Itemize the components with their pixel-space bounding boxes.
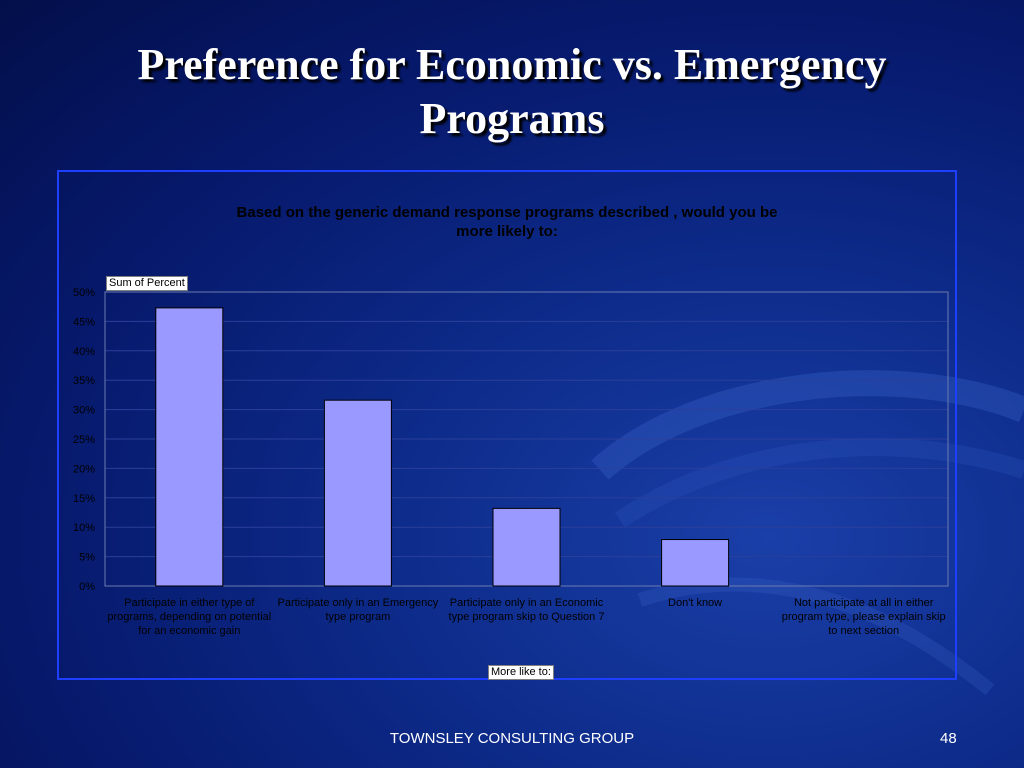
slide-title: Preference for Economic vs. Emergency Pr…: [0, 38, 1024, 146]
footer-company: TOWNSLEY CONSULTING GROUP: [389, 730, 635, 747]
x-tick-label: Participate only in an Emergency type pr…: [277, 597, 439, 623]
bar: [155, 307, 224, 587]
bar: [492, 507, 561, 587]
y-tick-label: 50%: [73, 287, 95, 299]
y-tick-label: 10%: [73, 522, 95, 534]
slide-title-line-2: Programs: [419, 94, 605, 143]
y-tick-label: 45%: [73, 316, 95, 328]
x-tick-label: Participate in either type of programs, …: [107, 597, 272, 637]
x-tick-label: Not participate at all in either program…: [781, 597, 946, 637]
y-axis-field-button[interactable]: Sum of Percent: [106, 276, 188, 291]
y-tick-label: 15%: [73, 493, 95, 505]
bar: [323, 399, 392, 587]
bar: [661, 539, 730, 587]
chart-title-line-2: more likely to:: [456, 223, 558, 240]
y-tick-labels: 0% 5% 10% 15% 20% 25% 30% 35% 40% 45% 50%: [73, 287, 95, 593]
y-tick-label: 25%: [73, 434, 95, 446]
y-tick-label: 0%: [79, 581, 95, 593]
x-tick-label: Participate only in an Economic type pro…: [448, 597, 605, 623]
y-tick-label: 20%: [73, 463, 95, 475]
page-number: 48: [940, 730, 957, 747]
y-tick-label: 5%: [79, 552, 95, 564]
y-tick-label: 35%: [73, 375, 95, 387]
y-tick-label: 30%: [73, 405, 95, 417]
x-tick-label: Don't know: [668, 597, 723, 609]
x-axis-field-button[interactable]: More like to:: [488, 665, 554, 680]
y-tick-label: 40%: [73, 346, 95, 358]
chart-title-line-1: Based on the generic demand response pro…: [236, 204, 778, 221]
chart-title: Based on the generic demand response pro…: [150, 203, 864, 241]
bars: [155, 307, 730, 587]
slide-title-line-1: Preference for Economic vs. Emergency: [137, 40, 887, 89]
